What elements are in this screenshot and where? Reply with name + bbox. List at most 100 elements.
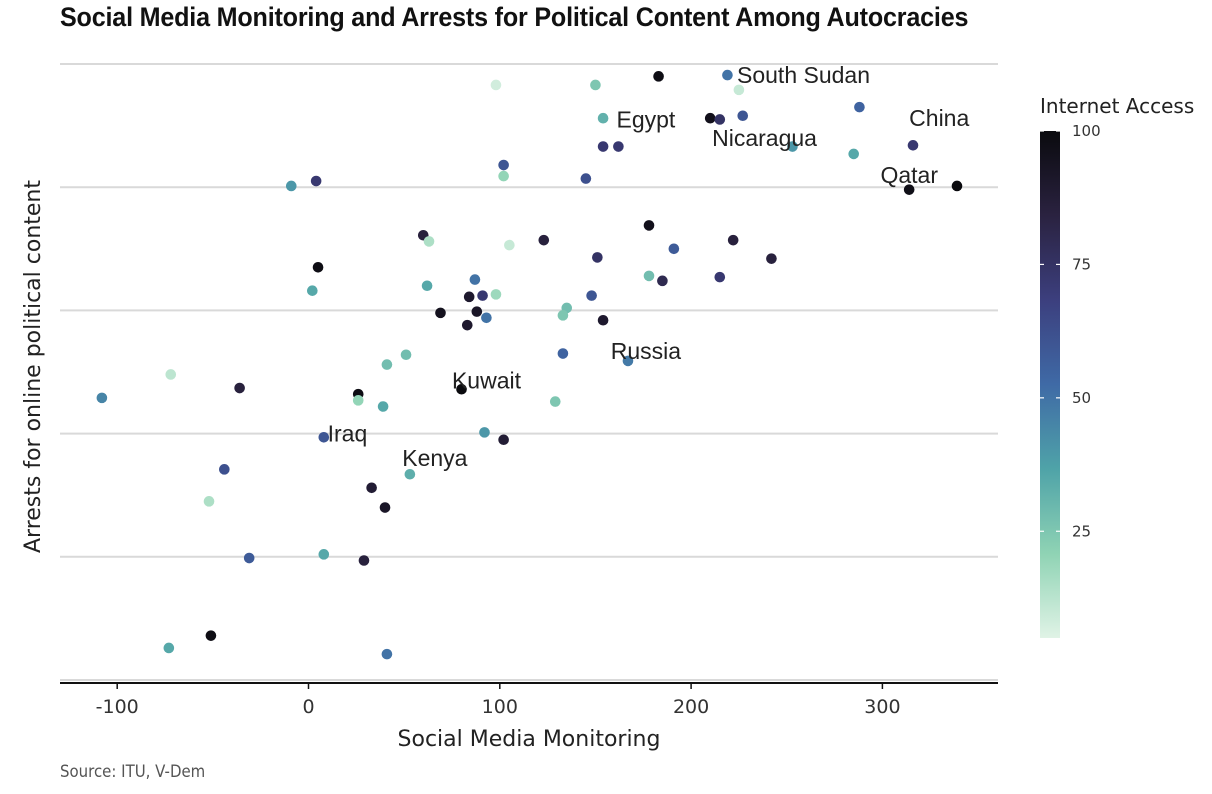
- color-legend: Internet Access 25 50 75 100: [1040, 94, 1194, 638]
- y-axis-title: Arrests for online political content: [21, 180, 46, 553]
- chart-title: Social Media Monitoring and Arrests for …: [60, 2, 969, 32]
- data-point: [469, 274, 481, 285]
- data-point: [310, 175, 322, 187]
- data-point: [463, 291, 475, 303]
- data-point: [766, 253, 777, 264]
- data-point: [219, 464, 230, 475]
- legend-tick-label: 25: [1072, 522, 1091, 540]
- legend-tick-label: 100: [1072, 122, 1101, 140]
- data-point: [421, 280, 433, 292]
- legend-colorbar: [1040, 131, 1060, 638]
- data-point: [285, 180, 297, 192]
- data-point: [597, 314, 609, 326]
- data-point: [586, 290, 597, 301]
- data-point: [234, 382, 245, 394]
- legend-tick-label: 75: [1072, 255, 1091, 273]
- data-point: [907, 140, 919, 151]
- data-point: [549, 396, 561, 407]
- legend-title: Internet Access: [1040, 94, 1194, 118]
- data-point: [312, 261, 324, 273]
- data-point: [479, 427, 490, 438]
- data-point: [613, 141, 624, 152]
- x-tick-label: 0: [302, 696, 314, 718]
- data-point: [653, 71, 664, 82]
- data-point: [643, 220, 655, 231]
- country-annotations: South Sudan Egypt Nicaragua China Qatar Russi…: [328, 62, 970, 471]
- annotation-south-sudan: South Sudan: [737, 62, 870, 88]
- legend-tick-label: 50: [1072, 389, 1091, 407]
- data-point: [481, 312, 492, 324]
- annotation-iraq: Iraq: [328, 421, 368, 447]
- data-point: [490, 79, 502, 91]
- data-point: [722, 69, 733, 81]
- data-point: [381, 359, 393, 370]
- data-point: [787, 141, 798, 152]
- data-point: [358, 555, 370, 566]
- gridlines: [60, 63, 998, 681]
- data-points: [96, 69, 963, 660]
- data-point: [423, 236, 435, 247]
- data-point: [379, 502, 391, 513]
- legend-ticks: 25 50 75 100: [1040, 122, 1101, 540]
- data-point: [165, 369, 177, 380]
- data-point: [435, 307, 446, 319]
- data-point: [597, 141, 609, 152]
- annotation-china: China: [909, 105, 969, 131]
- x-tick-label: 300: [864, 696, 900, 718]
- data-point: [377, 401, 389, 412]
- x-tick-label: -100: [96, 696, 139, 718]
- data-point: [668, 243, 680, 255]
- data-point: [243, 552, 255, 564]
- data-point: [318, 549, 330, 560]
- data-point: [557, 310, 569, 321]
- annotation-nicaragua: Nicaragua: [712, 125, 817, 151]
- data-point: [727, 234, 739, 246]
- data-point: [737, 110, 749, 122]
- annotation-kenya: Kenya: [402, 445, 467, 471]
- data-point: [580, 173, 592, 184]
- data-point: [657, 275, 668, 287]
- data-point: [366, 482, 377, 494]
- annotation-russia: Russia: [611, 338, 682, 364]
- data-point: [538, 234, 550, 246]
- data-point: [203, 496, 215, 507]
- data-point: [951, 180, 963, 192]
- data-point: [400, 349, 412, 361]
- data-point: [903, 184, 915, 195]
- data-point: [352, 395, 364, 406]
- data-point: [490, 289, 502, 300]
- data-point: [456, 383, 467, 395]
- x-axis-title: Social Media Monitoring: [398, 727, 661, 752]
- annotation-kuwait: Kuwait: [452, 368, 522, 394]
- data-point: [848, 148, 860, 160]
- data-point: [318, 431, 330, 443]
- data-point: [404, 468, 416, 480]
- data-point: [307, 285, 318, 296]
- source-note: Source: ITU, V-Dem: [60, 762, 206, 782]
- data-point: [622, 355, 634, 367]
- data-point: [714, 114, 726, 125]
- x-tick-label: 100: [482, 696, 518, 718]
- annotation-egypt: Egypt: [616, 106, 675, 132]
- data-point: [590, 79, 601, 91]
- data-point: [163, 642, 175, 654]
- data-point: [498, 159, 509, 171]
- data-point: [461, 319, 473, 331]
- data-point: [557, 348, 569, 359]
- data-point: [643, 270, 655, 282]
- data-point: [471, 306, 483, 317]
- data-point: [498, 170, 509, 182]
- data-point: [477, 290, 488, 301]
- x-axis: -100 0 100 200 300: [60, 682, 998, 718]
- annotation-qatar: Qatar: [880, 162, 938, 188]
- data-point: [592, 252, 603, 263]
- data-point: [205, 630, 217, 641]
- data-point: [504, 239, 515, 251]
- data-point: [854, 101, 865, 113]
- x-tick-label: 200: [673, 696, 709, 718]
- data-point: [498, 434, 509, 446]
- data-point: [96, 392, 108, 404]
- data-point: [381, 648, 393, 660]
- data-point: [733, 84, 745, 96]
